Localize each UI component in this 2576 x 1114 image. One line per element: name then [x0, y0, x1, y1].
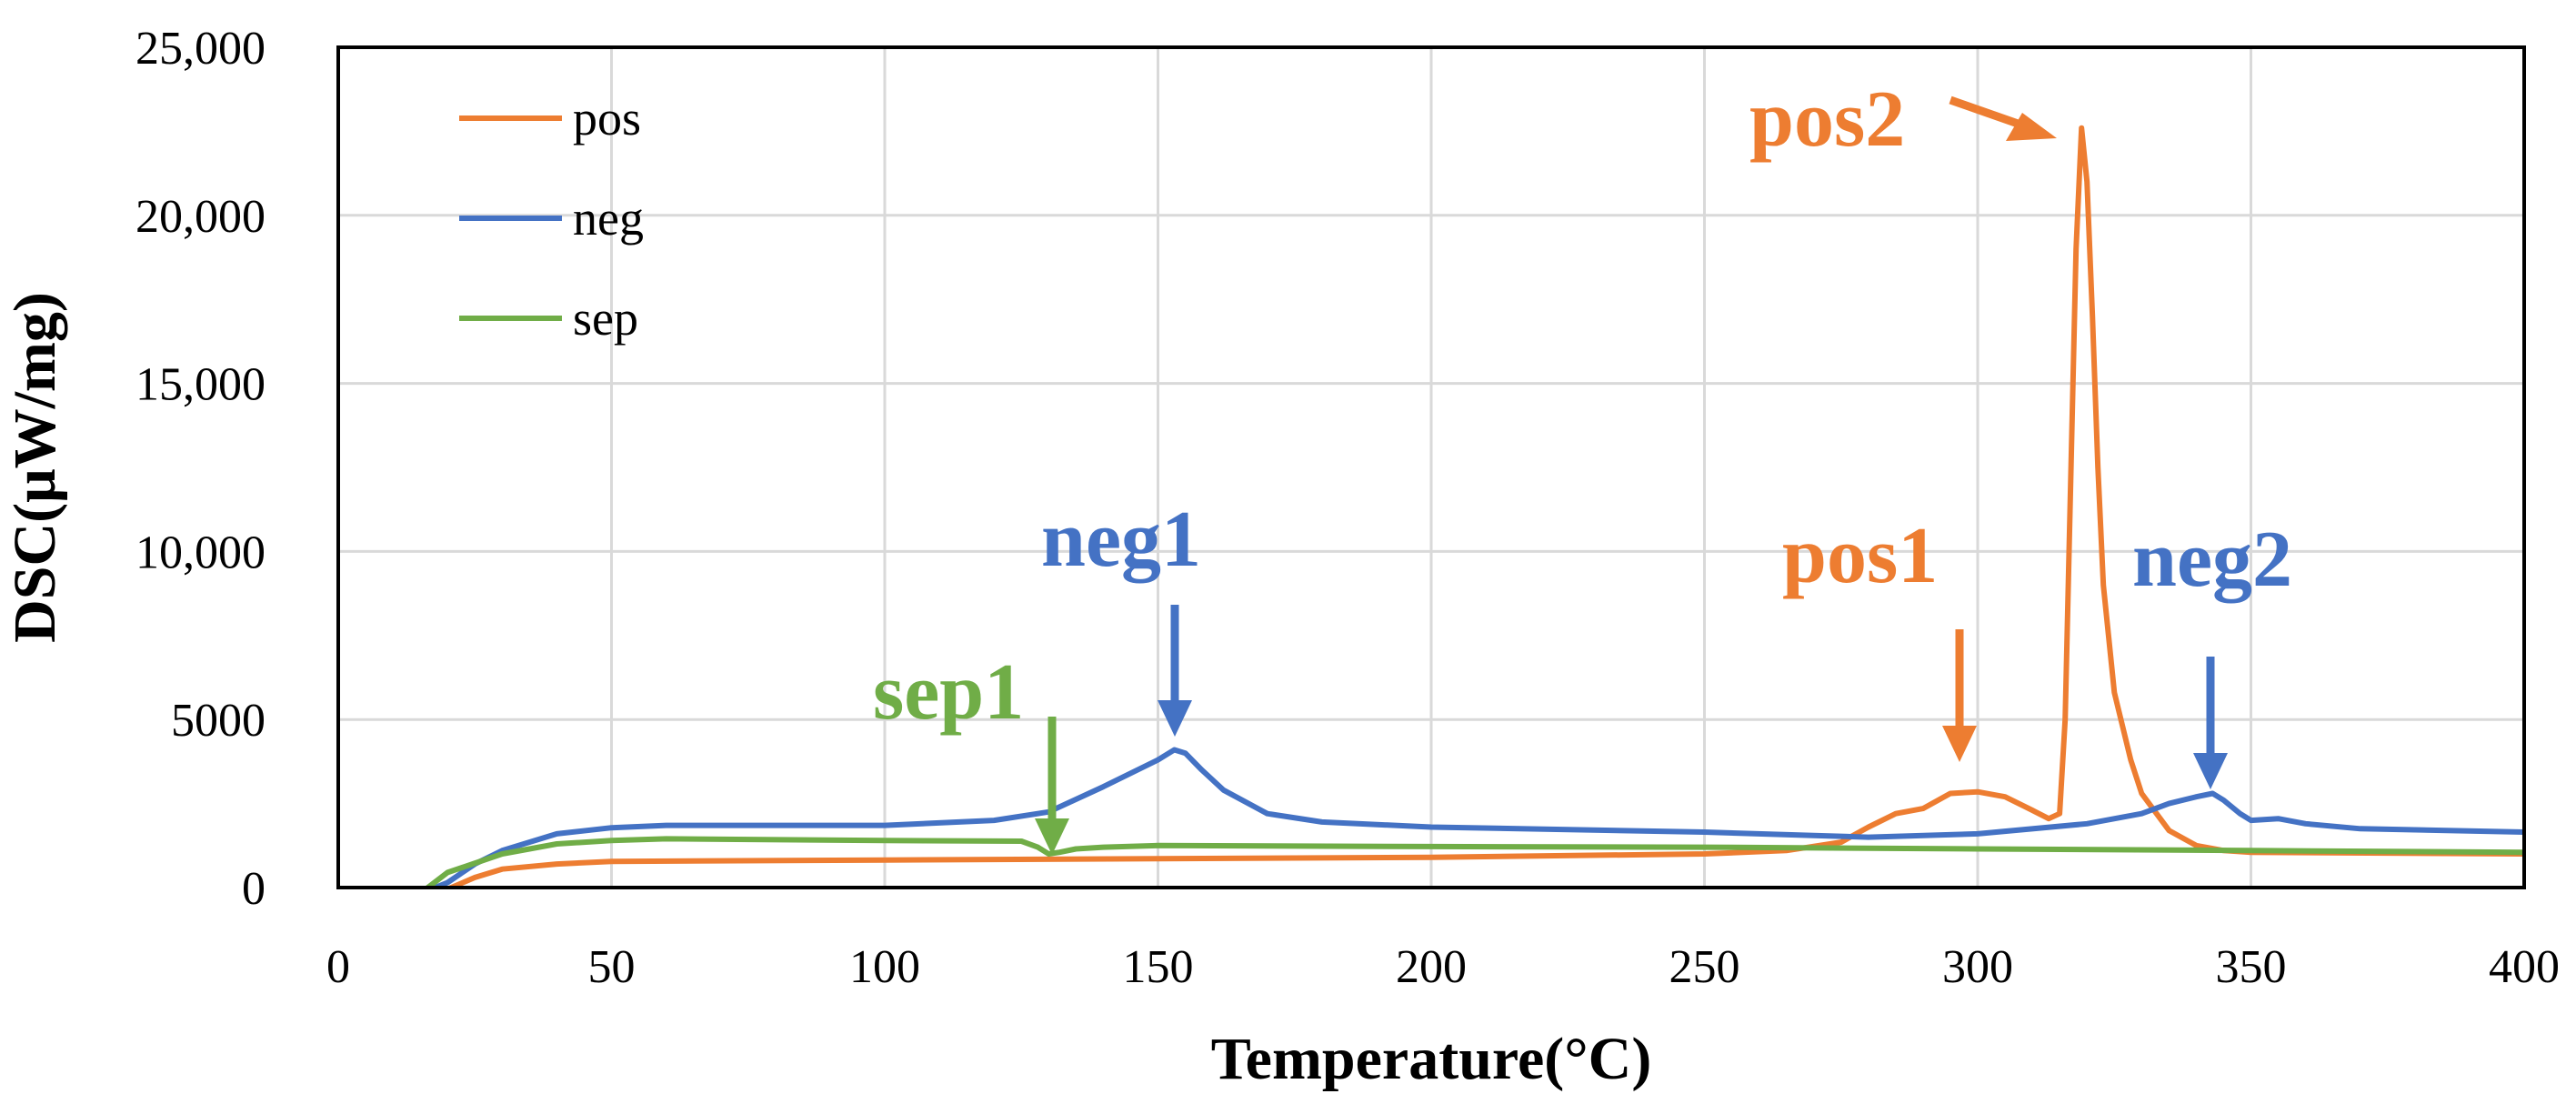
x-tick-label: 150 [1123, 941, 1194, 993]
annotation-sep1-label: sep1 [873, 648, 1024, 737]
legend-label-neg: neg [573, 191, 644, 246]
annotation-sep1-arrow [1035, 717, 1069, 855]
y-tick-label: 10,000 [135, 527, 266, 578]
annotation-sep1: sep1 [873, 648, 1069, 855]
annotation-pos1: pos1 [1782, 512, 1977, 762]
y-tick-label: 15,000 [135, 359, 266, 411]
annotation-pos1-arrow [1942, 629, 1977, 762]
plot-frame [336, 45, 2526, 889]
x-tick-label: 100 [849, 941, 920, 993]
annotation-neg1: neg1 [1041, 496, 1201, 737]
annotation-neg2: neg2 [2132, 516, 2292, 789]
y-axis-ticks: 0 5000 10,000 15,000 20,000 25,000 [135, 23, 266, 915]
annotation-neg1-arrow [1158, 605, 1192, 737]
x-tick-label: 300 [1942, 941, 2013, 993]
grid-lines [338, 47, 2524, 888]
annotation-pos1-label: pos1 [1782, 512, 1938, 600]
annotation-neg1-label: neg1 [1041, 496, 1201, 584]
x-tick-label: 0 [326, 941, 350, 993]
legend: pos neg sep [459, 91, 644, 346]
series-layer [406, 125, 2524, 888]
annotation-pos2-label: pos2 [1749, 75, 1905, 164]
legend-label-sep: sep [573, 291, 638, 346]
series-line-sep [406, 836, 2524, 888]
annotation-neg2-arrow [2193, 657, 2228, 789]
annotation-pos2-arrow [1949, 95, 2057, 141]
annotation-pos2: pos2 [1749, 75, 2057, 164]
x-tick-label: 400 [2489, 941, 2560, 993]
x-tick-label: 350 [2216, 941, 2287, 993]
legend-label-pos: pos [573, 91, 641, 146]
legend-item-pos: pos [459, 91, 641, 146]
x-tick-label: 250 [1669, 941, 1740, 993]
y-tick-label: 0 [242, 863, 266, 915]
x-tick-label: 50 [588, 941, 636, 993]
annotation-neg2-label: neg2 [2132, 516, 2292, 604]
x-axis-ticks: 0 50 100 150 200 250 300 350 400 [326, 941, 2560, 993]
series-line-neg [428, 747, 2524, 888]
legend-item-sep: sep [459, 291, 638, 346]
y-tick-label: 25,000 [135, 23, 266, 75]
series-line-pos [445, 125, 2524, 888]
x-tick-label: 200 [1396, 941, 1467, 993]
y-tick-label: 20,000 [135, 191, 266, 243]
y-axis-title: DSC(μW/mg) [2, 292, 68, 643]
x-axis-title: Temperature(°C) [1211, 1026, 1652, 1092]
legend-item-neg: neg [459, 191, 644, 246]
y-tick-label: 5000 [171, 695, 266, 747]
